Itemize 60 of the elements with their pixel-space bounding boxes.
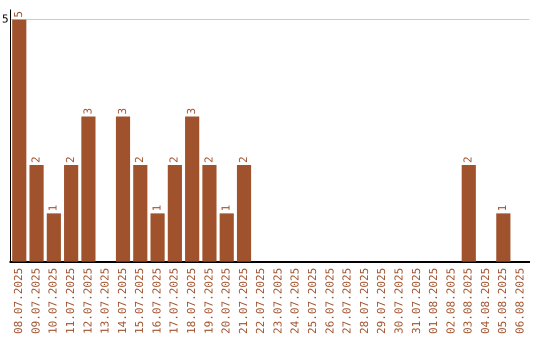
x-tick-label: 15.07.2025 (133, 268, 146, 334)
x-tick-label: 31.07.2025 (410, 268, 423, 334)
bar (462, 164, 476, 262)
x-tick-label: 09.07.2025 (29, 268, 42, 334)
x-tick-label: 28.07.2025 (358, 268, 371, 334)
data-label: 1 (220, 204, 233, 212)
x-tick-label: 24.07.2025 (288, 268, 302, 334)
bar (64, 164, 78, 262)
x-tick-label: 26.07.2025 (323, 268, 336, 334)
x-tick-label: 16.07.2025 (150, 268, 164, 334)
data-label: 2 (462, 156, 475, 163)
x-tick-label: 21.07.2025 (236, 268, 250, 334)
data-label: 1 (496, 204, 510, 212)
x-tick-label: 25.07.2025 (306, 268, 320, 334)
x-tick-label: 20.07.2025 (220, 268, 233, 334)
bar (81, 116, 96, 262)
data-label: 1 (150, 204, 164, 212)
x-tick-label: 10.07.2025 (46, 268, 60, 334)
bar (236, 164, 252, 262)
x-tick-label: 01.08.2025 (427, 268, 440, 334)
data-label: 3 (116, 108, 129, 115)
bar (116, 116, 130, 262)
x-tick-label: 02.08.2025 (444, 268, 458, 334)
data-label: 2 (202, 156, 216, 163)
bar (220, 213, 234, 262)
x-tick-label: 05.08.2025 (496, 268, 510, 334)
bar (185, 116, 200, 262)
bar (29, 164, 44, 262)
x-tick-label: 04.08.2025 (478, 268, 492, 334)
bar (150, 213, 165, 262)
x-tick-label: 29.07.2025 (375, 268, 388, 334)
x-tick-label: 18.07.2025 (185, 268, 198, 334)
bar (202, 164, 217, 262)
data-label: 2 (168, 156, 181, 163)
x-tick-label: 13.07.2025 (98, 268, 112, 334)
data-label: 2 (29, 156, 42, 163)
x-tick-label: 30.07.2025 (392, 268, 406, 334)
x-tick-label: 22.07.2025 (254, 268, 268, 334)
x-tick-label: 27.07.2025 (340, 268, 354, 334)
bar (12, 20, 26, 262)
x-tick-label: 14.07.2025 (116, 268, 129, 334)
bar (46, 213, 61, 262)
data-label: 2 (236, 156, 250, 163)
data-label: 3 (185, 108, 198, 115)
x-tick-label: 08.07.2025 (12, 268, 26, 334)
x-tick-label: 11.07.2025 (64, 268, 77, 334)
data-label: 3 (81, 108, 94, 115)
x-tick-label: 12.07.2025 (81, 268, 94, 334)
x-tick-label: 17.07.2025 (168, 268, 181, 334)
data-label: 2 (64, 156, 77, 163)
data-label: 5 (2, 12, 9, 26)
bar (496, 213, 510, 262)
x-tick-label: 06.08.2025 (513, 268, 526, 334)
bar (133, 164, 148, 262)
data-label: 1 (46, 204, 60, 212)
data-label: 2 (133, 156, 146, 163)
bar (168, 164, 182, 262)
x-tick-label: 23.07.2025 (271, 268, 284, 334)
x-tick-label: 03.08.2025 (462, 268, 475, 334)
x-tick-label: 19.07.2025 (202, 268, 216, 334)
